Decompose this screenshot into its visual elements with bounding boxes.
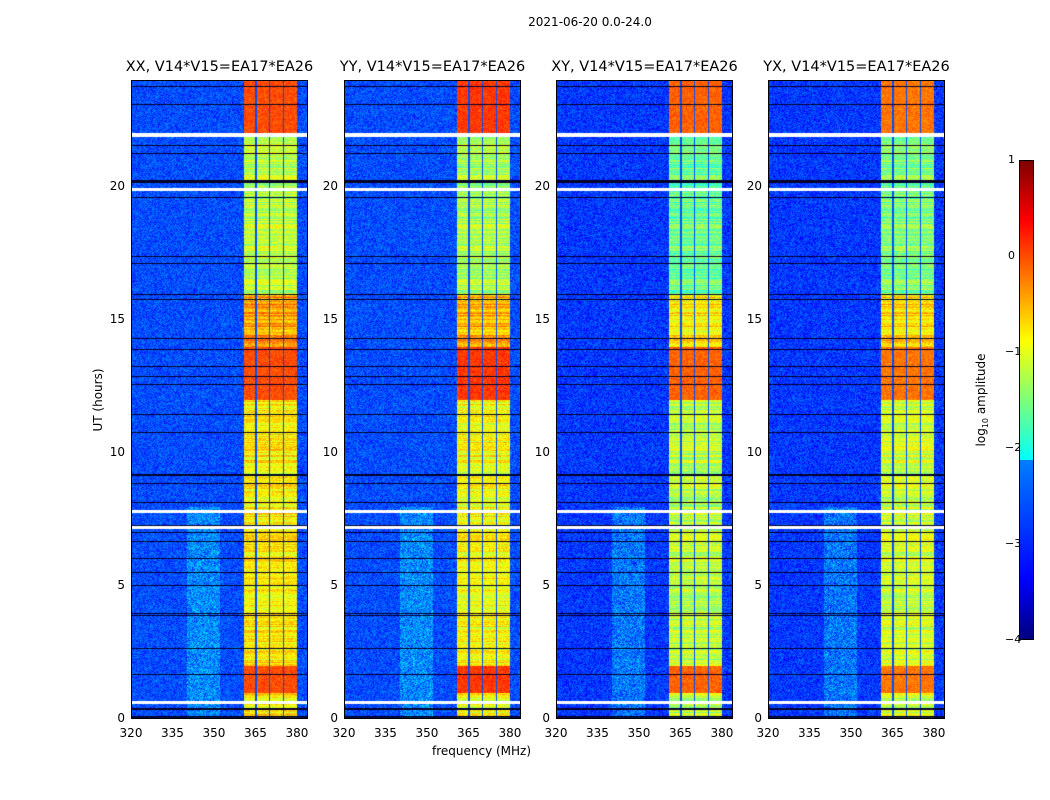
y-tick-label: 15 bbox=[534, 311, 550, 326]
x-tick-label: 350 bbox=[415, 726, 439, 740]
colorbar bbox=[1019, 160, 1034, 640]
x-tick-label: 320 bbox=[332, 726, 356, 740]
colorbar-tick-label: 0 bbox=[1008, 249, 1015, 262]
y-tick-label: 5 bbox=[330, 577, 338, 592]
x-tick-label: 380 bbox=[922, 726, 946, 740]
y-tick-label: 10 bbox=[109, 444, 125, 459]
y-tick-label: 5 bbox=[117, 577, 125, 592]
x-tick-label: 335 bbox=[374, 726, 397, 740]
panel-title: XX, V14*V15=EA17*EA26 bbox=[125, 59, 314, 75]
y-tick-label: 5 bbox=[754, 577, 762, 592]
heatmap-cells bbox=[556, 80, 733, 719]
x-tick-label: 320 bbox=[544, 726, 568, 740]
x-tick-label: 350 bbox=[839, 726, 863, 740]
x-tick-label: 380 bbox=[498, 726, 522, 740]
colorbar-tick-label: −2 bbox=[1005, 441, 1022, 454]
y-tick-label: 0 bbox=[330, 711, 338, 725]
x-tick-label: 365 bbox=[669, 726, 692, 740]
y-tick-label: 20 bbox=[534, 178, 550, 193]
spectrogram-panel: XX, V14*V15=EA17*EA26 320 335 350 365 380 0 5 10… bbox=[110, 59, 314, 740]
x-tick-label: 365 bbox=[881, 726, 904, 740]
y-tick-label: 10 bbox=[534, 444, 550, 459]
x-tick-label: 365 bbox=[244, 726, 267, 740]
figure-title: 2021-06-20 0.0-24.0 bbox=[528, 15, 652, 29]
heatmap-cells bbox=[344, 80, 521, 719]
y-tick-label: 20 bbox=[109, 178, 125, 193]
colorbar-tick-label: 1 bbox=[1008, 153, 1015, 166]
x-tick-label: 365 bbox=[457, 726, 480, 740]
y-tick-label: 0 bbox=[542, 711, 550, 725]
y-tick-label: 10 bbox=[746, 444, 762, 459]
y-tick-label: 0 bbox=[754, 711, 762, 725]
colorbar-tick-label: −3 bbox=[1005, 537, 1022, 550]
x-tick-label: 335 bbox=[798, 726, 821, 740]
panel-title: XY, V14*V15=EA17*EA26 bbox=[551, 59, 738, 75]
spectrogram-panel: YX, V14*V15=EA17*EA26 320 335 350 365 380 0 5 10… bbox=[747, 59, 950, 740]
colorbar-label: log10 amplitude bbox=[973, 353, 991, 447]
x-tick-label: 380 bbox=[710, 726, 734, 740]
heatmap-cells bbox=[131, 80, 308, 719]
x-tick-label: 350 bbox=[627, 726, 651, 740]
y-tick-label: 15 bbox=[322, 311, 338, 326]
heatmap-cells bbox=[768, 80, 945, 719]
x-tick-label: 335 bbox=[161, 726, 184, 740]
y-tick-label: 0 bbox=[117, 711, 125, 725]
x-tick-label: 380 bbox=[285, 726, 309, 740]
colorbar-tick-label: −1 bbox=[1005, 345, 1022, 358]
spectrogram-panel: XY, V14*V15=EA17*EA26 320 335 350 365 380 0 5 10… bbox=[535, 59, 738, 740]
y-tick-label: 15 bbox=[109, 311, 125, 326]
x-tick-label: 350 bbox=[202, 726, 226, 740]
colorbar-tick-label: −4 bbox=[1005, 633, 1022, 646]
y-tick-label: 15 bbox=[746, 311, 762, 326]
y-axis-label: UT (hours) bbox=[91, 368, 105, 432]
panel-title: YX, V14*V15=EA17*EA26 bbox=[763, 59, 950, 75]
spectrogram-panel: YY, V14*V15=EA17*EA26 320 335 350 365 380 0 5 10… bbox=[323, 59, 525, 740]
panel-title: YY, V14*V15=EA17*EA26 bbox=[339, 59, 526, 75]
x-tick-label: 320 bbox=[119, 726, 143, 740]
x-tick-label: 320 bbox=[756, 726, 780, 740]
x-tick-label: 335 bbox=[586, 726, 609, 740]
y-tick-label: 10 bbox=[322, 444, 338, 459]
y-tick-label: 20 bbox=[322, 178, 338, 193]
y-tick-label: 20 bbox=[746, 178, 762, 193]
y-tick-label: 5 bbox=[542, 577, 550, 592]
x-axis-label: frequency (MHz) bbox=[432, 744, 532, 758]
